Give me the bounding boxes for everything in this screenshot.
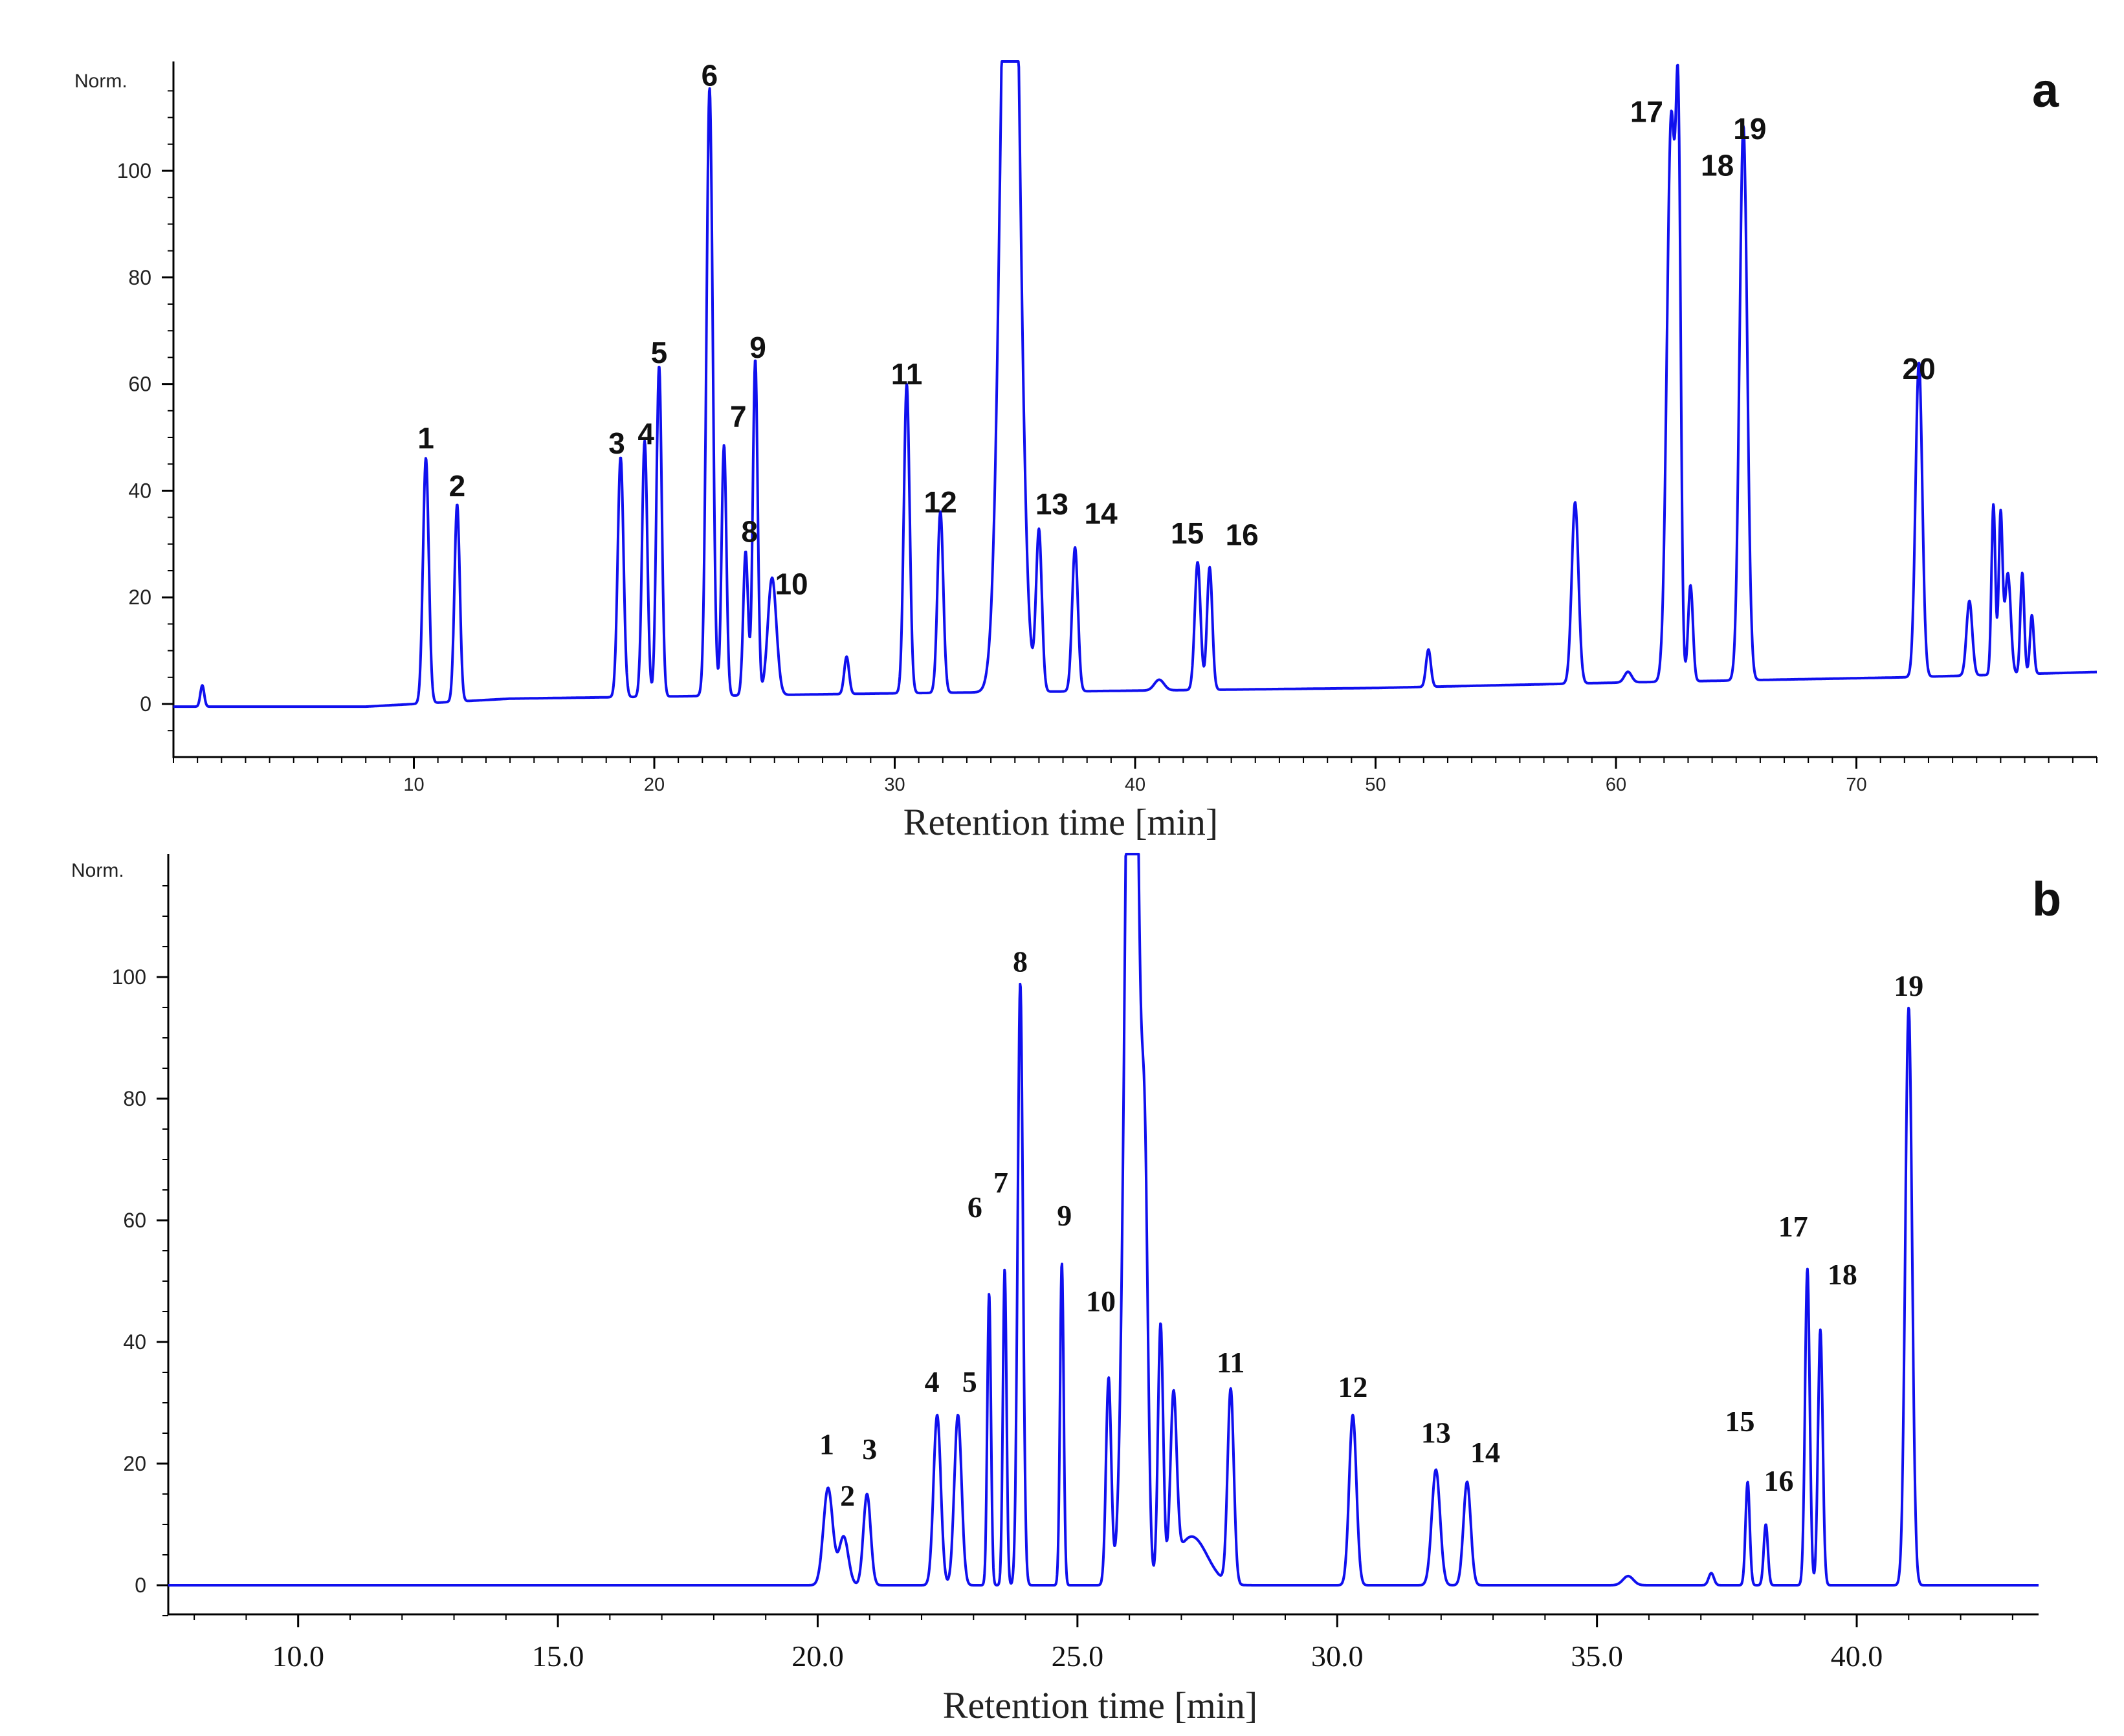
y-axis-label: Norm.	[71, 860, 124, 881]
peak-label: 11	[891, 357, 923, 391]
peak-label: 13	[1421, 1416, 1451, 1449]
x-ticks: 10.0 15.0 20.0 25.0 30.0 35.0 40.0	[194, 1614, 2013, 1673]
y-tick-label: 80	[123, 1087, 146, 1110]
peak-label: 17	[1630, 95, 1663, 129]
peak-label: 2	[840, 1479, 855, 1512]
peak-label: 19	[1733, 112, 1766, 146]
peak-label: 7	[730, 400, 747, 434]
peak-label: 5	[962, 1365, 977, 1398]
x-tick-label: 40	[1125, 775, 1145, 795]
y-tick-label: 0	[140, 692, 151, 716]
peak-label: 13	[1035, 487, 1068, 521]
y-tick-label: 40	[128, 479, 151, 502]
x-tick-label: 20.0	[791, 1640, 844, 1673]
chromatogram-trace-b	[167, 853, 2040, 1587]
panel-label-b: b	[2032, 872, 2061, 926]
peak-label: 4	[925, 1365, 940, 1398]
x-ticks: 10 20 30 40 50 60 70	[173, 757, 2097, 795]
x-tick-label: 70	[1846, 775, 1866, 795]
x-tick-label: 50	[1365, 775, 1386, 795]
y-tick-label: 60	[123, 1209, 146, 1232]
panel-label-a: a	[2032, 63, 2059, 117]
x-tick-label: 10	[403, 775, 424, 795]
peak-label: 12	[1338, 1370, 1367, 1403]
y-tick-label: 100	[117, 159, 151, 182]
y-ticks: 0 20 40 60 80 100	[112, 885, 168, 1616]
peak-label: 1	[819, 1428, 834, 1461]
peak-label: 7	[993, 1166, 1008, 1199]
peak-label: 12	[924, 485, 957, 519]
peak-label: 9	[1057, 1199, 1072, 1232]
peak-label: 18	[1828, 1258, 1857, 1291]
x-tick-label: 10.0	[272, 1640, 324, 1673]
peak-label: 18	[1701, 149, 1734, 182]
y-tick-label: 100	[112, 965, 146, 989]
x-tick-label: 35.0	[1571, 1640, 1623, 1673]
peak-label: 16	[1764, 1464, 1794, 1497]
x-tick-label: 25.0	[1052, 1640, 1104, 1673]
peak-label: 10	[1086, 1284, 1116, 1317]
peak-label: 2	[449, 469, 466, 503]
peak-label: 6	[702, 59, 718, 93]
peak-label: 1	[417, 421, 434, 455]
peak-label: 11	[1217, 1346, 1245, 1379]
x-tick-label: 60	[1606, 775, 1626, 795]
x-tick-label: 15.0	[532, 1640, 584, 1673]
y-tick-label: 20	[128, 586, 151, 609]
x-axis-title: Retention time [min]	[943, 1684, 1257, 1726]
peak-label: 3	[862, 1433, 877, 1466]
x-tick-label: 30.0	[1311, 1640, 1364, 1673]
peak-label: 19	[1894, 969, 1923, 1002]
peak-label: 20	[1903, 352, 1936, 386]
peak-label: 8	[1013, 945, 1028, 978]
y-ticks: 0 20 40 60 80 100	[117, 90, 173, 732]
chromatogram-trace-a	[172, 60, 2098, 709]
peak-label: 16	[1226, 518, 1259, 551]
peak-label: 5	[651, 336, 668, 369]
axes	[167, 854, 2039, 1616]
peak-label: 14	[1470, 1436, 1500, 1469]
x-tick-label: 40.0	[1831, 1640, 1883, 1673]
peak-label: 17	[1778, 1210, 1808, 1243]
x-axis-title: Retention time [min]	[903, 801, 1218, 843]
chromatogram-panel-b: b Norm. 0 20 40 60 80 100 10.0 15.0 20.0 25.0 30.…	[71, 853, 2061, 1726]
y-tick-label: 20	[123, 1452, 146, 1475]
peak-label: 14	[1085, 497, 1118, 531]
peak-label: 15	[1725, 1405, 1754, 1438]
y-tick-label: 60	[128, 373, 151, 396]
y-tick-label: 80	[128, 266, 151, 289]
peak-label: 3	[608, 426, 625, 460]
x-tick-label: 30	[884, 775, 905, 795]
x-tick-label: 20	[644, 775, 665, 795]
y-tick-label: 0	[135, 1574, 146, 1597]
peak-label: 8	[741, 515, 758, 549]
chromatogram-panel-a: a Norm. 0 20 40 60 80 100 10 20 30 40 50 60 70 12 3 4…	[74, 59, 2098, 843]
peak-label: 4	[637, 417, 654, 450]
y-tick-label: 40	[123, 1330, 146, 1354]
peak-label: 10	[775, 567, 808, 601]
y-axis-label: Norm.	[74, 71, 127, 92]
peak-label: 9	[749, 331, 766, 364]
peak-label: 6	[968, 1191, 982, 1224]
peak-label: 15	[1171, 516, 1204, 550]
